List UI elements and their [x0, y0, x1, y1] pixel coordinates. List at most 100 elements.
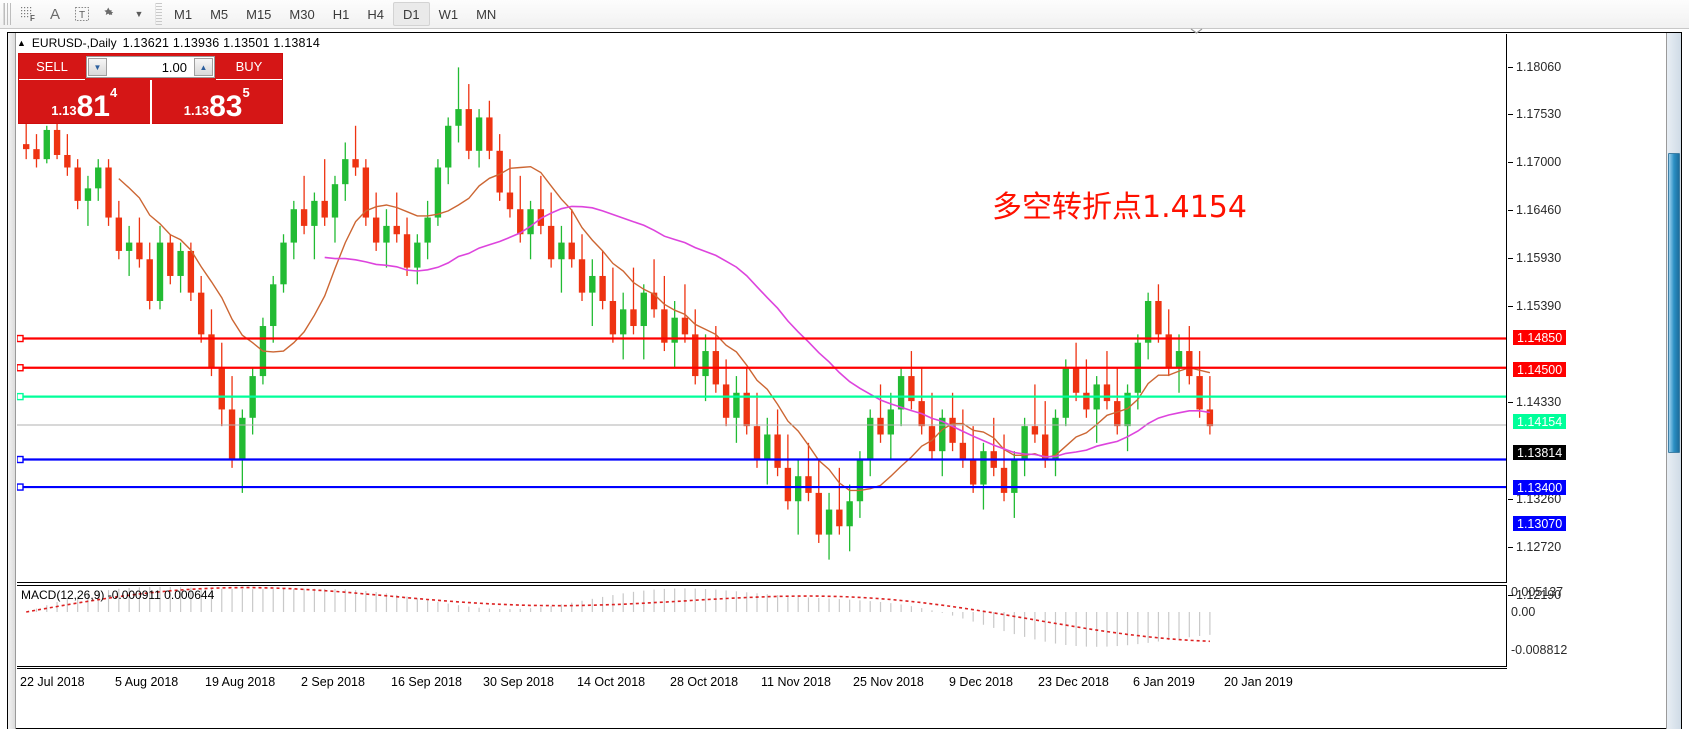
tick-label: 1.15390 — [1516, 299, 1562, 313]
timeframe-m30[interactable]: M30 — [289, 6, 315, 22]
crosshair-f-icon[interactable]: F — [14, 2, 42, 26]
tick-label: 1.12720 — [1516, 540, 1562, 554]
time-label: 23 Dec 2018 — [1038, 675, 1109, 689]
symbol-header: ▲ EURUSD-,Daily 1.13621 1.13936 1.13501 … — [17, 34, 1507, 52]
toolbar-grip[interactable] — [3, 3, 12, 25]
dropdown-arrow-icon[interactable]: ▼ — [134, 9, 144, 19]
price-tick: 1.17000 — [1508, 155, 1561, 169]
price-tick: 1.16460 — [1508, 203, 1561, 217]
bid-price-quote[interactable]: 1.13 81 4 — [19, 80, 150, 124]
tick-dash — [1508, 209, 1513, 211]
time-label: 19 Aug 2018 — [205, 675, 276, 689]
volume-down-button[interactable]: ▼ — [88, 58, 107, 76]
text-label-icon[interactable]: A — [49, 5, 60, 23]
macd-tick-label: -0.008812 — [1511, 643, 1568, 657]
timeframe-m15[interactable]: M15 — [246, 6, 272, 22]
timeframe-h4[interactable]: H4 — [367, 6, 384, 22]
ask-price-fraction: 5 — [242, 85, 250, 100]
time-scale[interactable]: 22 Jul 2018 5 Aug 2018 19 Aug 2018 2 Sep 20… — [17, 668, 1507, 698]
price-level-badge[interactable]: 1.13814 — [1513, 445, 1567, 460]
time-label: 2 Sep 2018 — [301, 675, 365, 689]
window-vertical-scrollbar[interactable] — [1666, 33, 1681, 729]
time-label: 30 Sep 2018 — [483, 675, 554, 689]
tick-dash — [1508, 401, 1513, 403]
time-label: 16 Sep 2018 — [391, 675, 462, 689]
trade-panel-quotes: 1.13 81 4 1.13 83 5 — [19, 80, 282, 124]
timeframe-d1[interactable]: D1 — [392, 2, 430, 26]
tick-dash — [1508, 66, 1513, 68]
objects-icon[interactable] — [96, 2, 126, 26]
price-tick: 1.12190 — [1508, 588, 1561, 602]
buy-button[interactable]: BUY — [216, 54, 282, 80]
tick-dash — [1508, 594, 1513, 596]
time-label: 5 Aug 2018 — [115, 675, 179, 689]
tick-dash — [1508, 113, 1513, 115]
tick-label: 1.17530 — [1516, 107, 1562, 121]
timeframe-w1[interactable]: W1 — [438, 6, 459, 22]
chart-window: ▲ EURUSD-,Daily 1.13621 1.13936 1.13501 … — [7, 32, 1682, 729]
timeframe-h1[interactable]: H1 — [332, 6, 350, 22]
tick-label: 1.12190 — [1516, 588, 1562, 602]
price-level-badge[interactable]: 1.14850 — [1513, 330, 1567, 345]
tick-label: 1.15930 — [1516, 251, 1562, 265]
price-level-badge[interactable]: 1.14154 — [1513, 414, 1567, 429]
time-label: 22 Jul 2018 — [20, 675, 85, 689]
volume-value[interactable]: 1.00 — [161, 59, 187, 75]
tick-dash — [1508, 305, 1513, 307]
tick-dash — [1508, 546, 1513, 548]
ask-price-main: 83 — [209, 90, 243, 123]
collapse-triangle-icon[interactable]: ▲ — [17, 38, 26, 48]
ask-price-prefix: 1.13 — [183, 103, 210, 118]
tick-label: 1.14330 — [1516, 395, 1562, 409]
text-box-icon[interactable]: T — [68, 2, 96, 26]
macd-tick-label: 0.005137 — [1511, 585, 1564, 599]
price-level-badge[interactable]: 1.13400 — [1513, 480, 1567, 495]
tick-label: 1.18060 — [1516, 60, 1562, 74]
tick-label: 1.13260 — [1516, 492, 1562, 506]
time-label: 6 Jan 2019 — [1133, 675, 1195, 689]
one-click-trading-panel: SELL ▼ 1.00 ▲ BUY 1.13 81 4 1.13 83 5 — [18, 53, 283, 124]
price-tick: 1.15390 — [1508, 299, 1561, 313]
toolbar-separator — [155, 3, 162, 25]
tick-dash — [1508, 161, 1513, 163]
macd-indicator-plot[interactable]: MACD(12,26,9) -0.000911 0.000644 — [17, 585, 1507, 667]
ohlc-values: 1.13621 1.13936 1.13501 1.13814 — [122, 36, 320, 50]
sell-button[interactable]: SELL — [19, 54, 85, 80]
price-scale[interactable]: 1.18060 1.17530 1.17000 1.16460 1.15930 1.153… — [1508, 34, 1618, 667]
chart-text-annotation[interactable]: 多空转折点1.4154 — [992, 190, 1247, 225]
timeframe-mn[interactable]: MN — [476, 6, 497, 22]
timeframe-m1[interactable]: M1 — [174, 6, 193, 22]
symbol-name: EURUSD-,Daily — [31, 36, 117, 50]
macd-label: MACD(12,26,9) -0.000911 0.000644 — [21, 588, 215, 602]
tick-label: 1.17000 — [1516, 155, 1562, 169]
time-label: 20 Jan 2019 — [1224, 675, 1293, 689]
macd-tick: 0.005137 — [1508, 585, 1563, 599]
trade-panel-top-row: SELL ▼ 1.00 ▲ BUY — [19, 54, 282, 80]
price-level-badge[interactable]: 1.14500 — [1513, 362, 1567, 377]
ask-price-quote[interactable]: 1.13 83 5 — [149, 80, 283, 124]
price-tick: 1.14330 — [1508, 395, 1561, 409]
price-chart-plot[interactable]: 多空转折点1.4154 — [17, 34, 1507, 583]
time-label: 28 Oct 2018 — [670, 675, 739, 689]
timeframe-m5[interactable]: M5 — [210, 6, 229, 22]
volume-up-button[interactable]: ▲ — [194, 58, 213, 76]
price-tick: 1.17530 — [1508, 107, 1561, 121]
time-label: 25 Nov 2018 — [853, 675, 924, 689]
price-level-badge[interactable]: 1.13070 — [1513, 516, 1567, 531]
price-tick: 1.15930 — [1508, 251, 1561, 265]
bid-price-prefix: 1.13 — [51, 103, 77, 118]
scrollbar-thumb[interactable] — [1668, 153, 1680, 453]
candlestick-svg — [17, 67, 1506, 560]
time-label: 11 Nov 2018 — [761, 675, 831, 689]
macd-tick: 0.00 — [1508, 605, 1535, 619]
svg-text:F: F — [30, 14, 35, 23]
tick-label: 1.16460 — [1516, 203, 1562, 217]
tick-dash — [1508, 257, 1513, 259]
window-splitter-handle[interactable] — [1190, 28, 1203, 34]
price-tick: 1.12720 — [1508, 540, 1561, 554]
price-tick: 1.13260 — [1508, 492, 1561, 506]
volume-field[interactable]: ▼ 1.00 ▲ — [86, 56, 215, 78]
macd-tick: -0.008812 — [1508, 643, 1567, 657]
bid-price-fraction: 4 — [109, 85, 118, 100]
